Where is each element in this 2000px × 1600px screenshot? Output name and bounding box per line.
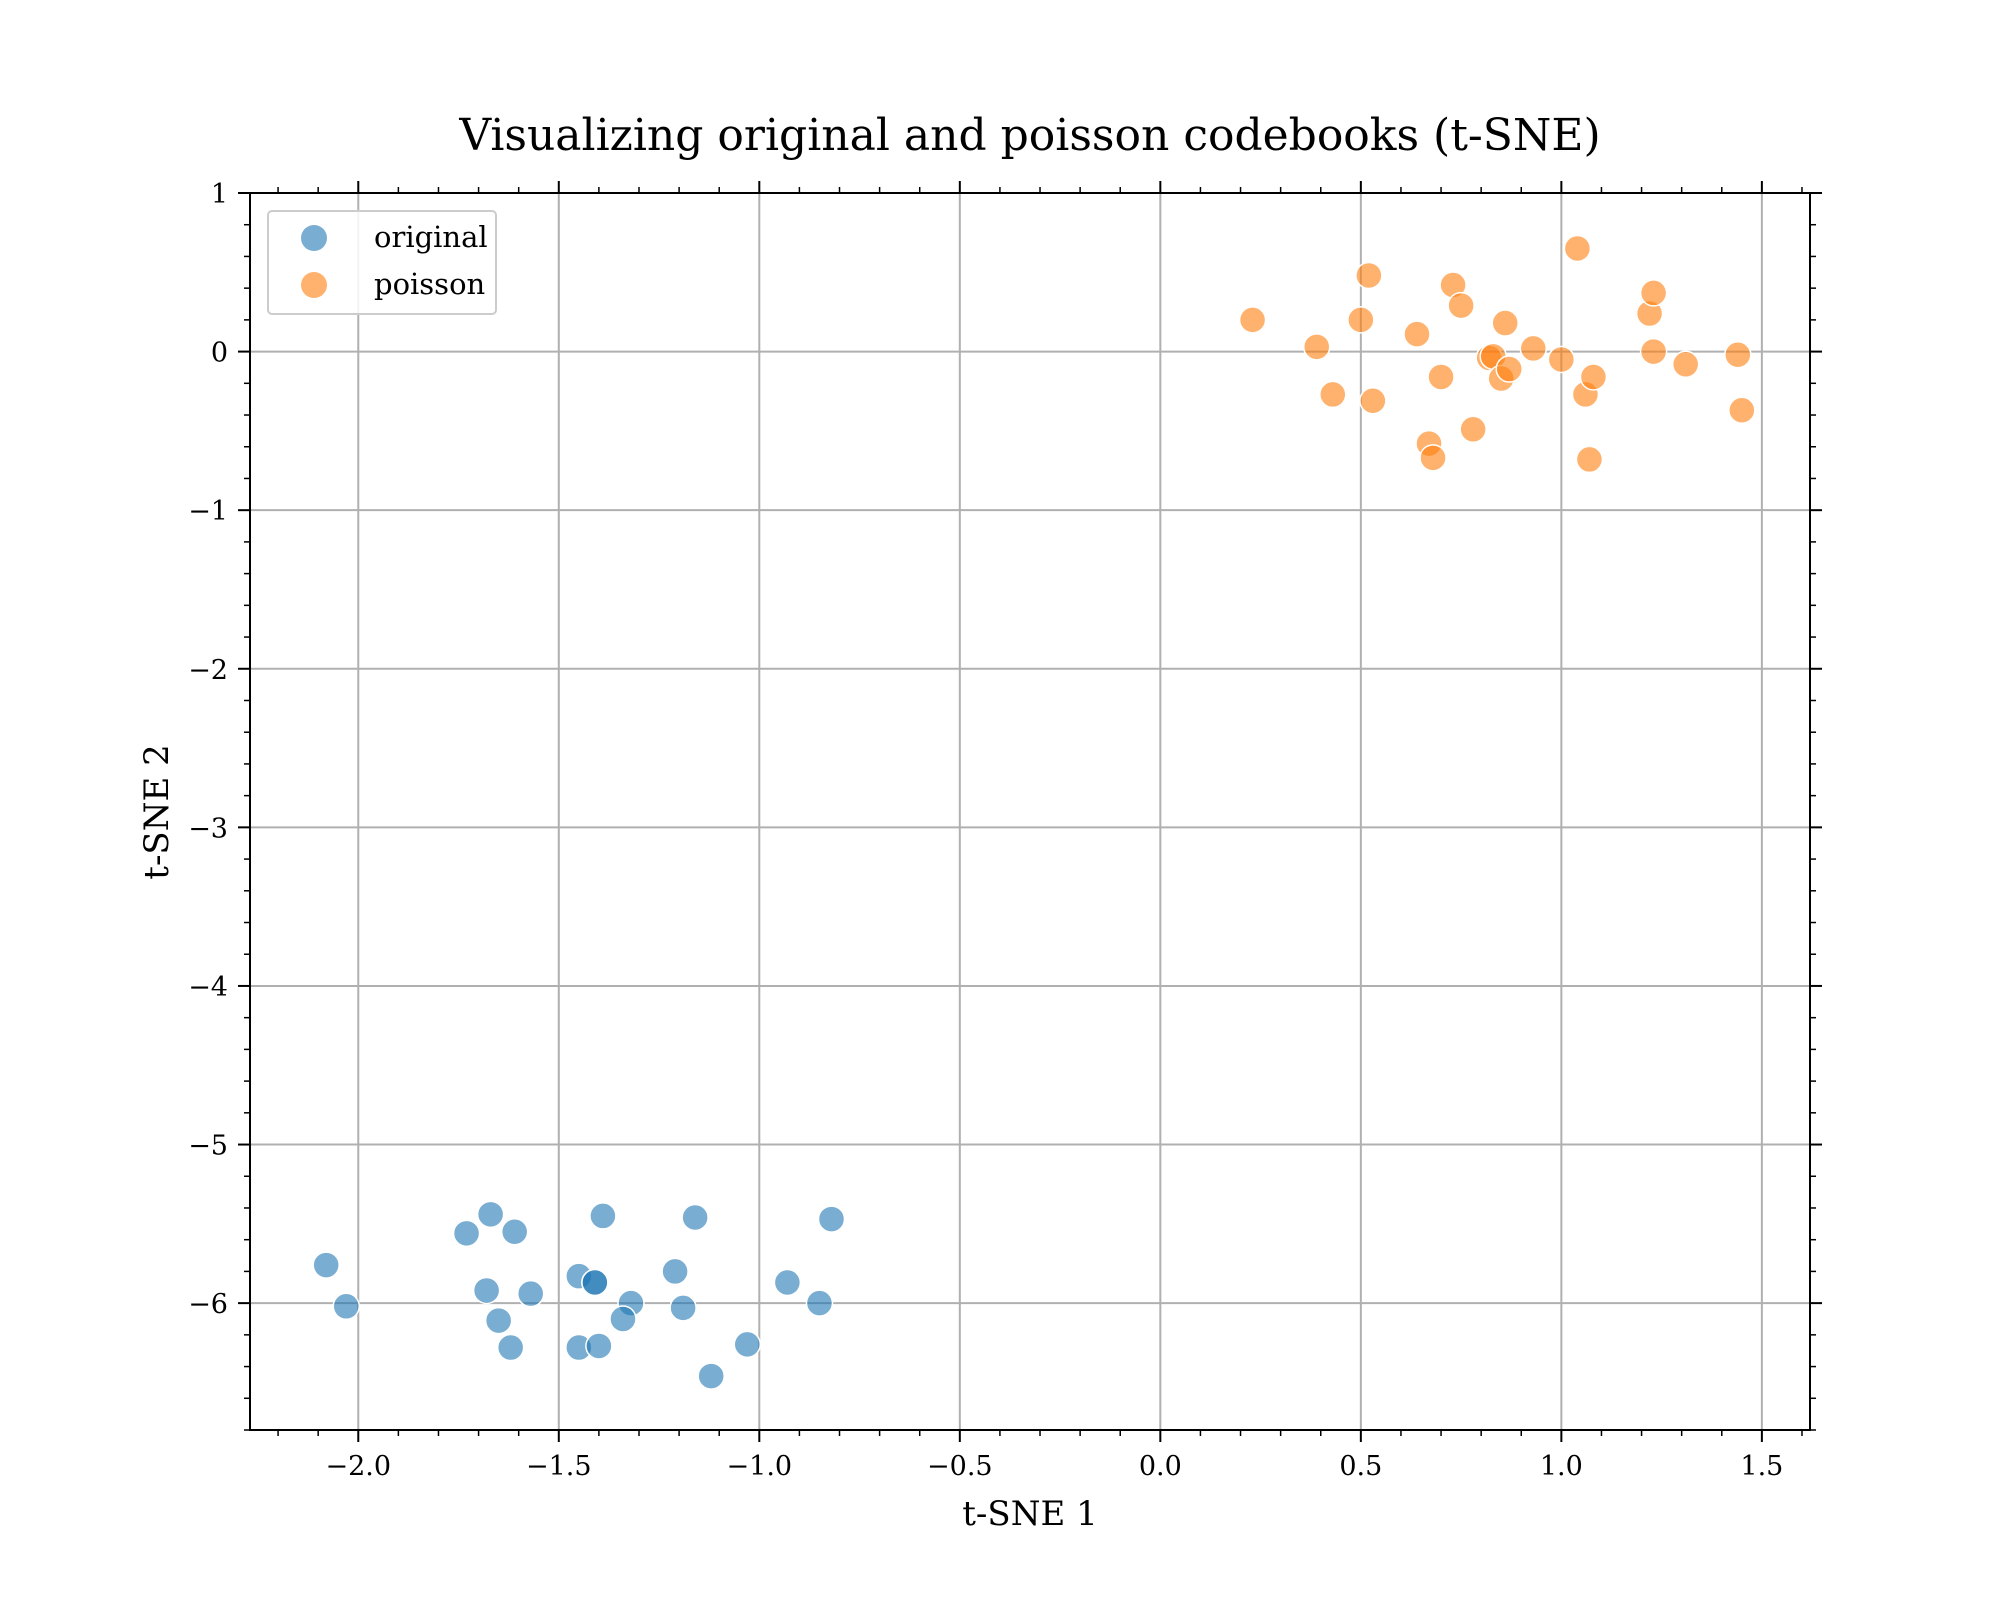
poisson-point	[1639, 279, 1668, 307]
legend-marker-poisson	[301, 272, 327, 298]
x-tick-label: −2.0	[325, 1451, 391, 1482]
poisson-point	[1579, 363, 1608, 391]
original-point	[609, 1305, 637, 1333]
y-tick-label: −1	[188, 496, 228, 527]
poisson-point	[1671, 350, 1700, 379]
original-point	[516, 1279, 545, 1308]
y-tick-label: −2	[188, 655, 228, 686]
original-point	[581, 1268, 609, 1297]
original-point	[332, 1292, 360, 1321]
original-point	[817, 1205, 846, 1233]
legend: original poisson	[267, 210, 497, 315]
legend-label-poisson: poisson	[374, 267, 485, 301]
poisson-point	[1447, 291, 1475, 320]
original-point	[773, 1268, 802, 1297]
original-point	[484, 1306, 513, 1335]
plot-frame	[249, 192, 1811, 1431]
original-point	[500, 1218, 529, 1246]
x-tick-label: −0.5	[927, 1451, 993, 1482]
poisson-point	[1403, 320, 1431, 348]
poisson-point	[1519, 334, 1548, 363]
original-point	[669, 1294, 697, 1322]
legend-label-original: original	[374, 220, 488, 254]
original-point	[697, 1362, 725, 1390]
original-point	[589, 1202, 617, 1230]
y-tick-label: −6	[188, 1289, 228, 1320]
poisson-point	[1563, 234, 1592, 263]
original-point	[585, 1332, 613, 1360]
y-axis-label: t-SNE 2	[137, 744, 177, 879]
poisson-point	[1639, 337, 1668, 366]
poisson-point	[1547, 345, 1576, 374]
original-point	[681, 1203, 709, 1232]
poisson-point	[1419, 444, 1447, 472]
poisson-point	[1359, 387, 1387, 415]
legend-marker-original	[301, 225, 327, 251]
poisson-point	[1355, 261, 1383, 290]
x-tick-label: 0.5	[1339, 1451, 1382, 1482]
original-point	[496, 1333, 525, 1362]
poisson-point	[1728, 396, 1756, 425]
poisson-point	[1459, 415, 1487, 444]
original-point	[312, 1251, 340, 1279]
original-point	[661, 1257, 689, 1286]
y-tick-label: 0	[211, 338, 228, 369]
original-point	[805, 1289, 834, 1317]
poisson-point	[1347, 306, 1375, 334]
x-tick-label: 0.0	[1139, 1451, 1182, 1482]
poisson-point	[1302, 333, 1331, 361]
axis-ticks: −2.0 −1.5 −1.0 −0.5 0.0 0.5 1.0 1.5 1 0 −1 −2 −3 −4 −5…	[188, 179, 1822, 1482]
poisson-point	[1319, 380, 1347, 409]
chart-title: Visualizing original and poisson codeboo…	[458, 110, 1600, 161]
y-tick-label: −5	[188, 1131, 228, 1162]
original-point	[452, 1219, 481, 1248]
poisson-point	[1238, 306, 1267, 334]
poisson-point	[1724, 341, 1752, 369]
original-point	[476, 1200, 505, 1229]
poisson-point	[1491, 309, 1519, 337]
x-axis-label: t-SNE 1	[962, 1494, 1097, 1534]
x-tick-label: 1.0	[1540, 1451, 1583, 1482]
y-tick-label: −4	[188, 972, 228, 1003]
poisson-point	[1575, 445, 1604, 474]
x-tick-label: −1.0	[727, 1451, 793, 1482]
poisson-point	[1495, 355, 1523, 383]
poisson-point	[1427, 363, 1455, 391]
grid-lines	[250, 192, 1810, 1430]
original-point	[733, 1330, 762, 1359]
y-tick-label: 1	[211, 179, 228, 210]
x-tick-label: 1.5	[1740, 1451, 1783, 1482]
y-tick-label: −3	[188, 813, 228, 844]
data-points	[312, 234, 1756, 1390]
original-point	[472, 1276, 501, 1305]
x-tick-label: −1.5	[526, 1451, 592, 1482]
